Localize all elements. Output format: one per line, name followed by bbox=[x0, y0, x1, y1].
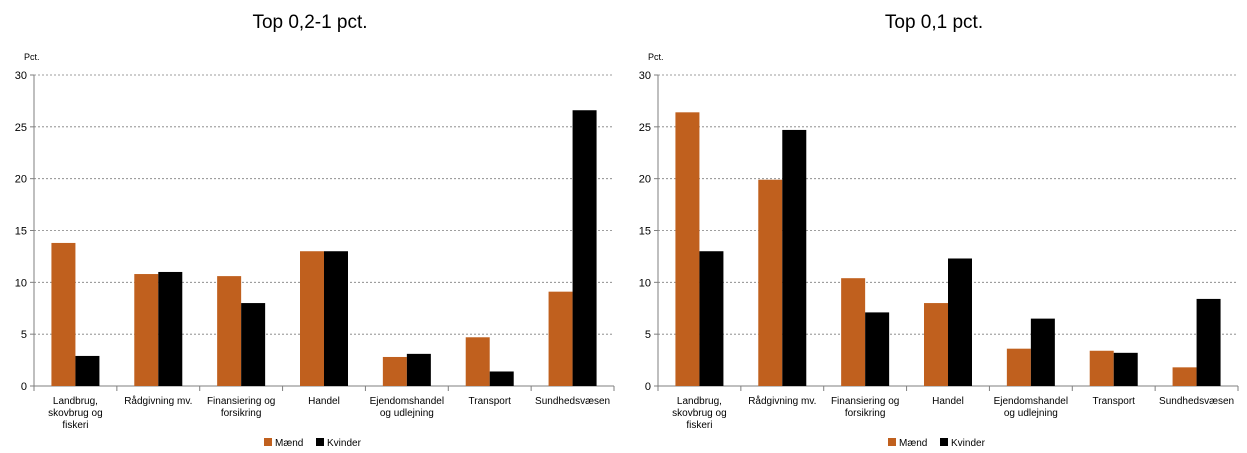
x-tick-label: Rådgivning mv. bbox=[124, 395, 192, 407]
y-axis-label: Pct. bbox=[648, 52, 664, 62]
bar-maend bbox=[1006, 348, 1031, 386]
y-tick-label: 10 bbox=[15, 277, 27, 289]
bar-maend bbox=[1172, 367, 1197, 386]
bar-kvinder bbox=[406, 353, 431, 386]
legend-swatch-kvinder bbox=[940, 438, 948, 446]
bar-kvinder bbox=[75, 355, 100, 386]
bar-maend bbox=[841, 278, 866, 386]
x-tick-label: skovbrug og bbox=[48, 408, 102, 419]
x-tick-label: Landbrug, bbox=[53, 396, 98, 407]
bar-kvinder bbox=[1030, 318, 1055, 386]
bar-maend bbox=[548, 291, 573, 386]
bar-kvinder bbox=[1113, 352, 1138, 386]
bar-maend bbox=[300, 251, 324, 386]
chart-title: Top 0,2-1 pct. bbox=[252, 12, 368, 33]
legend-swatch-maend bbox=[888, 438, 896, 446]
x-tick-label: Sundhedsvæsen bbox=[1159, 396, 1234, 407]
x-tick-label: forsikring bbox=[845, 408, 886, 419]
bar-kvinder bbox=[241, 303, 266, 386]
bar-maend bbox=[217, 276, 242, 386]
chart-panel-top-0-2-1: Top 0,2-1 pct. Pct. 0 5 10 15 20 25 30 Landbrug,… bbox=[0, 0, 620, 453]
x-tick-label: skovbrug og bbox=[672, 408, 726, 419]
bar-kvinder bbox=[572, 110, 597, 386]
y-tick-label: 15 bbox=[15, 226, 27, 238]
bar-maend bbox=[1089, 350, 1114, 386]
legend-label-kvinder: Kvinder bbox=[951, 438, 986, 449]
chart-panel-top-0-1: Top 0,1 pct. Pct. 0 5 10 15 20 25 30 Landbrug, sk… bbox=[624, 0, 1244, 453]
y-tick-label: 10 bbox=[639, 277, 651, 289]
x-tick-label: og udlejning bbox=[1004, 408, 1058, 419]
bar-kvinder bbox=[782, 129, 807, 386]
bar-kvinder bbox=[865, 312, 890, 386]
x-tick-label: fiskeri bbox=[686, 420, 712, 431]
legend-label-kvinder: Kvinder bbox=[327, 438, 362, 449]
bar-maend bbox=[758, 179, 783, 386]
bar-maend bbox=[382, 356, 407, 386]
y-tick-label: 5 bbox=[21, 329, 27, 341]
y-tick-label: 15 bbox=[639, 226, 651, 238]
y-tick-label: 5 bbox=[645, 329, 651, 341]
bar-kvinder bbox=[158, 271, 183, 386]
legend-swatch-kvinder bbox=[316, 438, 324, 446]
bar-maend bbox=[465, 337, 490, 386]
x-tick-label: Finansiering og bbox=[207, 396, 275, 407]
bar-chart-top-0-2-1: Pct. 0 5 10 15 20 25 30 Landbrug,skovbrug ogfisk… bbox=[15, 52, 615, 449]
chart-title: Top 0,1 pct. bbox=[884, 12, 984, 33]
y-tick-label: 20 bbox=[639, 174, 651, 186]
legend-swatch-maend bbox=[264, 438, 272, 446]
x-tick-label: Sundhedsvæsen bbox=[535, 396, 610, 407]
x-tick-label: Rådgivning mv. bbox=[748, 395, 816, 407]
x-tick-label: forsikring bbox=[221, 408, 262, 419]
y-tick-label: 25 bbox=[639, 122, 651, 134]
y-tick-label: 25 bbox=[15, 122, 27, 134]
y-tick-label: 20 bbox=[15, 174, 27, 186]
bar-kvinder bbox=[1196, 298, 1221, 386]
x-tick-label: og udlejning bbox=[380, 408, 434, 419]
bar-maend bbox=[924, 303, 948, 386]
y-tick-label: 0 bbox=[21, 381, 27, 393]
bar-chart-top-0-1: Pct. 0 5 10 15 20 25 30 Landbrug,skovbrug ogfisk… bbox=[639, 52, 1239, 449]
bar-maend bbox=[51, 242, 76, 386]
y-tick-label: 30 bbox=[639, 70, 651, 82]
x-tick-label: Handel bbox=[308, 396, 340, 407]
x-tick-label: fiskeri bbox=[62, 420, 88, 431]
bar-kvinder bbox=[948, 258, 972, 386]
bar-maend bbox=[675, 112, 700, 386]
x-tick-label: Finansiering og bbox=[831, 396, 899, 407]
bar-kvinder bbox=[489, 371, 514, 386]
x-tick-label: Transport bbox=[469, 396, 512, 407]
y-axis-label: Pct. bbox=[24, 52, 40, 62]
y-tick-label: 0 bbox=[645, 381, 651, 393]
legend-label-maend: Mænd bbox=[275, 438, 303, 449]
x-tick-label: Ejendomshandel bbox=[370, 396, 445, 407]
bar-maend bbox=[134, 274, 159, 386]
x-tick-label: Ejendomshandel bbox=[994, 396, 1069, 407]
x-tick-label: Landbrug, bbox=[677, 396, 722, 407]
legend-label-maend: Mænd bbox=[899, 438, 927, 449]
x-tick-label: Handel bbox=[932, 396, 964, 407]
bar-kvinder bbox=[699, 251, 724, 386]
bar-kvinder bbox=[324, 251, 348, 386]
y-tick-label: 30 bbox=[15, 70, 27, 82]
x-tick-label: Transport bbox=[1093, 396, 1136, 407]
